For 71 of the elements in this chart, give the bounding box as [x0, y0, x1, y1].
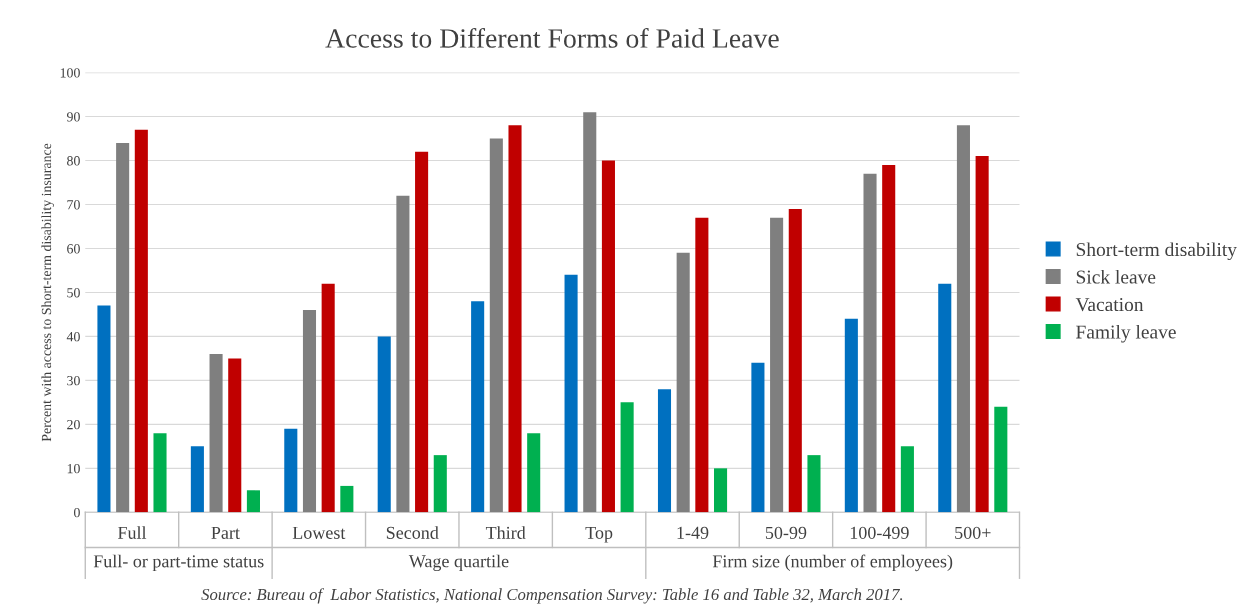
bar: [377, 336, 391, 513]
bar: [97, 305, 111, 513]
bar: [564, 274, 578, 513]
x-tick-label: Top: [585, 526, 613, 543]
bar: [340, 485, 354, 513]
bar: [321, 283, 335, 513]
text: Wage quartile: [408, 554, 509, 572]
x-tick-label: 1-49: [677, 526, 709, 539]
y-tick-label: 20: [67, 419, 80, 430]
source-note: Source: Bureau of Labor Statistics, National Compensation Survey: Table 16 and Table 32, March 2017.: [201, 588, 903, 604]
bar: [116, 142, 130, 513]
bar: [657, 389, 672, 513]
legend-label: Short-term disability: [1076, 242, 1237, 261]
y-tick-label: 10: [67, 463, 80, 474]
bar: [246, 490, 260, 513]
bar: [190, 446, 204, 513]
y-tick-label: 50: [67, 288, 80, 298]
y-tick-label: 80: [67, 156, 80, 166]
bar: [583, 112, 597, 513]
y-tick-label: 70: [67, 200, 80, 210]
bar: [396, 195, 410, 513]
y-axis-title: Percent with access to Short-term disability insurance: [41, 143, 55, 442]
bar: [527, 433, 541, 513]
bar: [844, 318, 858, 513]
legend-label: Sick leave: [1076, 269, 1156, 284]
bar: [714, 468, 728, 513]
bar: [975, 156, 989, 513]
bar: [508, 125, 522, 513]
x-tick-label: Full: [117, 526, 147, 539]
bar: [134, 129, 148, 513]
bar: [284, 428, 298, 513]
y-tick-label: 100: [60, 68, 80, 78]
bar: [153, 433, 167, 513]
bar: [433, 455, 447, 513]
bar: [994, 406, 1008, 513]
x-tick-label: 100-499: [850, 526, 909, 539]
legend-label: Vacation: [1075, 298, 1144, 312]
bar: [620, 402, 634, 513]
x-tick-label: 50-99: [765, 526, 807, 539]
bar: [601, 160, 615, 513]
bar: [956, 125, 970, 513]
x-tick-label: Second: [386, 526, 439, 539]
x-tick-label: Part: [211, 526, 240, 539]
x-tick-label: 500+: [955, 526, 991, 539]
bar: [788, 208, 802, 513]
y-tick-label: 0: [74, 507, 80, 518]
bar: [471, 301, 485, 513]
bar: [751, 362, 765, 513]
bar: [489, 138, 503, 513]
y-tick-label: 30: [67, 375, 80, 386]
legend-label: Family leave: [1076, 324, 1176, 343]
bar: [302, 310, 317, 513]
bar: [807, 455, 821, 513]
bar: [676, 252, 690, 513]
bar: [770, 217, 784, 513]
y-tick-label: 60: [67, 244, 80, 254]
bar: [695, 217, 709, 513]
x-tick-label: Third: [485, 526, 526, 539]
bar: [863, 173, 877, 513]
bar: [415, 151, 429, 513]
text: Firm size (number of employees): [712, 554, 953, 572]
x-tick-label: Lowest: [292, 526, 346, 539]
y-tick-label: 90: [66, 112, 80, 122]
chart-title: Access to Different Forms of Paid Leave: [325, 28, 779, 48]
bar: [882, 164, 896, 513]
text: Full- or part-time status: [93, 554, 264, 572]
bar: [938, 283, 952, 513]
bar: [228, 358, 242, 513]
bar: [900, 446, 914, 513]
y-tick-label: 40: [66, 331, 80, 342]
bar: [209, 353, 223, 513]
